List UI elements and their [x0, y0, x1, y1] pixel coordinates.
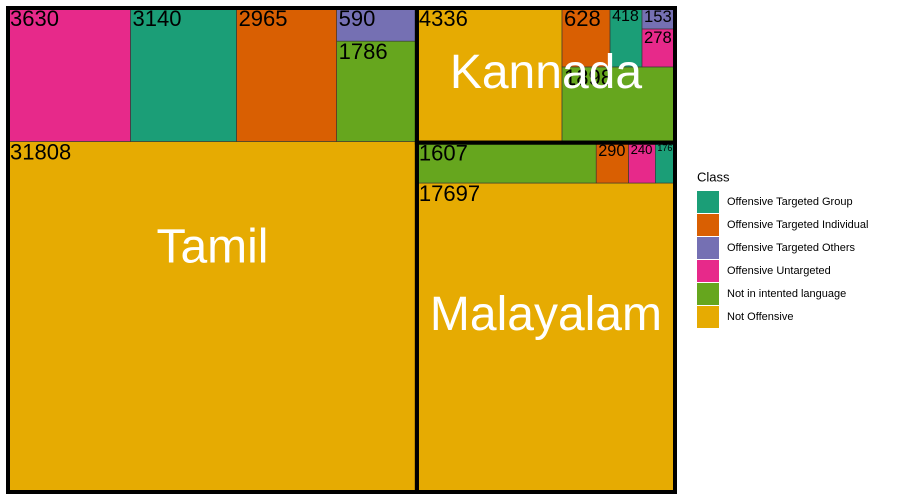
tile — [336, 40, 418, 142]
tile-label: 290 — [598, 142, 625, 160]
tile — [236, 7, 337, 142]
legend-swatch — [697, 283, 719, 305]
legend-swatch — [697, 306, 719, 328]
tile-label: 1898 — [564, 65, 613, 90]
tile-label: 590 — [339, 6, 376, 31]
group-label: Kannada — [450, 46, 642, 99]
tile — [561, 7, 611, 68]
tile — [561, 66, 676, 143]
tile-label: 176 — [657, 143, 672, 153]
tile-label: 153 — [644, 7, 672, 26]
tile — [641, 28, 676, 68]
tile — [595, 142, 629, 184]
legend-label: Offensive Targeted Individual — [727, 219, 868, 231]
legend-swatch — [697, 214, 719, 236]
tile-label: 17697 — [419, 181, 480, 206]
group-label: Malayalam — [430, 288, 662, 341]
tile-label: 1786 — [339, 39, 388, 64]
legend-label: Not Offensive — [727, 311, 793, 323]
tile — [336, 7, 418, 42]
tile-label: 3140 — [133, 6, 182, 31]
tile — [609, 7, 643, 68]
tile — [7, 7, 131, 142]
legend-label: Offensive Untargeted — [727, 265, 831, 277]
legend-swatch — [697, 237, 719, 259]
tile-label: 31808 — [10, 139, 71, 164]
tile — [7, 141, 418, 493]
legend-swatch — [697, 260, 719, 282]
legend-swatch — [697, 191, 719, 213]
legend-label: Not in intented language — [727, 288, 846, 300]
tile — [416, 142, 597, 184]
tile-label: 240 — [631, 142, 653, 157]
legend-title: Class — [697, 169, 730, 184]
tile-label: 278 — [644, 28, 672, 47]
tile — [416, 7, 563, 143]
legend-label: Offensive Targeted Group — [727, 196, 853, 208]
tile — [628, 142, 656, 184]
tile-label: 628 — [564, 6, 601, 31]
tile-label: 3630 — [10, 6, 59, 31]
legend-label: Offensive Targeted Others — [727, 242, 855, 254]
tile-label: 418 — [612, 7, 639, 25]
tile-label: 4336 — [419, 6, 468, 31]
group-border — [414, 6, 677, 145]
group-label: Tamil — [156, 221, 268, 274]
tile-label: 2965 — [239, 6, 288, 31]
tile-label: 1607 — [419, 141, 468, 166]
